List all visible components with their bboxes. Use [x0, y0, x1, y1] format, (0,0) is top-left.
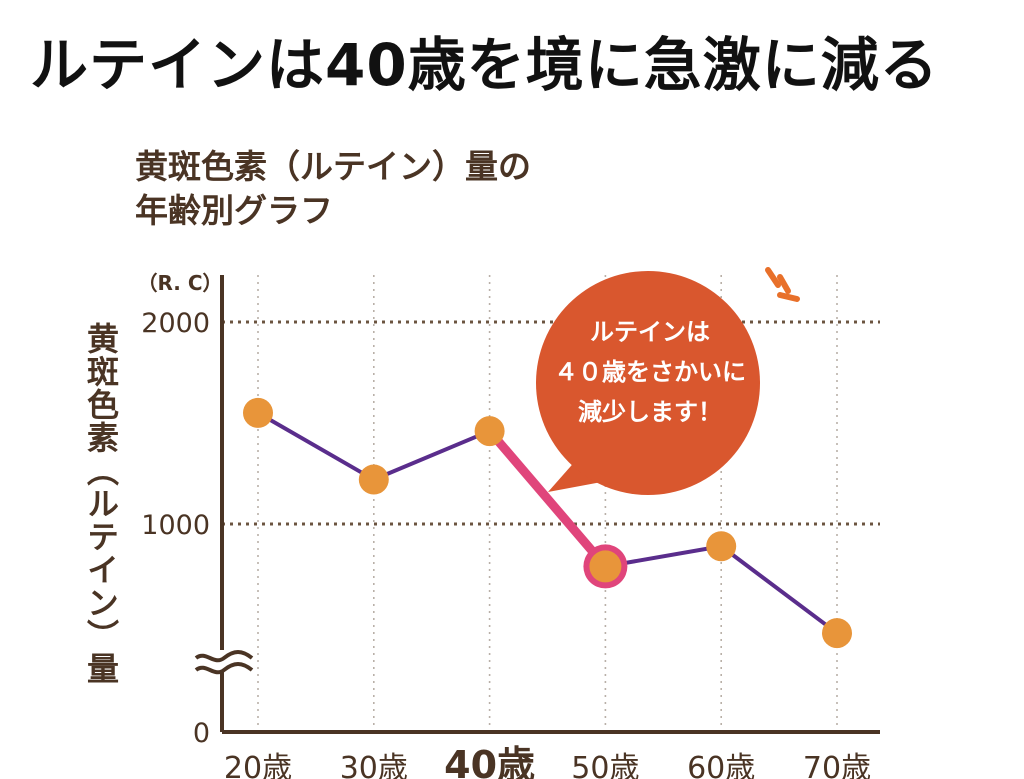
chart-title: 黄斑色素（ルテイン）量の 年齢別グラフ [135, 145, 531, 233]
x-tick-label: 60歳 [687, 751, 755, 779]
annotation-line: ４０歳をさかいに [554, 358, 746, 386]
headline: ルテインは40歳を境に急激に減る [30, 31, 939, 99]
series-line-segment [256, 410, 376, 482]
accent-mark [777, 292, 800, 302]
x-tick-label: 40歳 [444, 743, 535, 779]
annotation-text: ルテインは ４０歳をさかいに 減少します！ [530, 312, 770, 432]
data-point [474, 416, 505, 447]
data-point [589, 550, 622, 583]
y-axis-unit: （R. C） [137, 271, 222, 295]
data-point [706, 531, 737, 562]
x-tick-label: 20歳 [224, 751, 292, 779]
y-tick-label: 2000 [141, 308, 210, 339]
y-tick-label: 1000 [141, 510, 210, 541]
annotation-bubble [536, 271, 760, 495]
accent-mark [777, 274, 791, 294]
y-axis-label: 黄斑色素（ルテイン）量 [82, 322, 120, 685]
data-point [822, 618, 852, 649]
annotation-line: ルテインは [590, 318, 710, 346]
axis-break-mark [194, 662, 254, 675]
data-point [243, 397, 273, 428]
axis-break-gap [194, 650, 256, 672]
chart-title-line1: 黄斑色素（ルテイン）量の [135, 147, 531, 186]
annotation-line: 減少します！ [578, 398, 722, 426]
x-tick-label: 50歳 [571, 751, 639, 779]
y-tick-label: 0 [193, 718, 210, 749]
accent-mark [765, 267, 781, 288]
data-point [358, 464, 389, 495]
x-tick-label: 30歳 [340, 751, 408, 779]
axis-break-mark [194, 650, 254, 663]
highlight-segment [485, 426, 610, 571]
chart-title-line2: 年齢別グラフ [135, 191, 333, 230]
x-tick-label: 70歳 [803, 751, 871, 779]
series-line-segment [371, 429, 492, 482]
series-line-segment [719, 544, 839, 636]
